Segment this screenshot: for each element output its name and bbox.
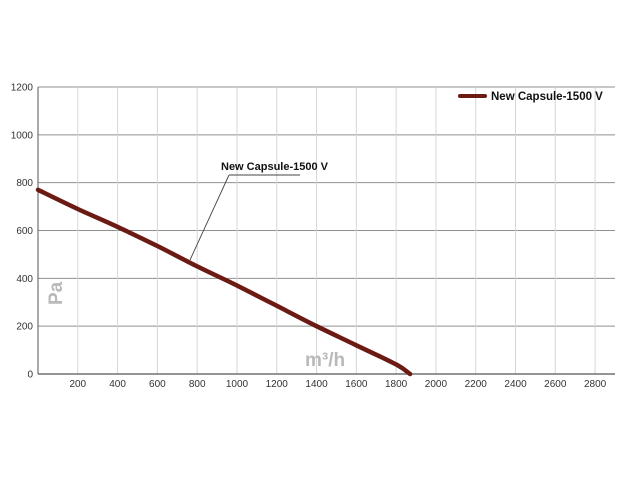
x-tick-label: 2400	[504, 379, 527, 390]
y-tick-label: 0	[27, 370, 33, 381]
y-tick-label: 1000	[11, 130, 34, 141]
x-tick-label: 1400	[305, 379, 328, 390]
x-axis-label: m³/h	[305, 350, 345, 371]
x-tick-label: 400	[109, 379, 126, 390]
x-tick-label: 600	[149, 379, 166, 390]
y-tick-label: 200	[16, 322, 33, 333]
x-tick-label: 2800	[584, 379, 607, 390]
x-tick-label: 1200	[266, 379, 289, 390]
x-tick-label: 2000	[425, 379, 448, 390]
x-tick-label: 1800	[385, 379, 408, 390]
series-line	[35, 187, 413, 377]
y-axis-label: Pa	[46, 281, 67, 305]
series-layer	[35, 187, 413, 377]
legend-label: New Capsule-1500 V	[491, 91, 603, 103]
x-tick-label: 200	[69, 379, 86, 390]
x-tick-label: 2600	[544, 379, 567, 390]
y-tick-label: 600	[16, 226, 33, 237]
grid	[38, 86, 615, 374]
x-tick-label: 1000	[226, 379, 249, 390]
annotation: New Capsule-1500 V	[189, 161, 329, 261]
y-tick-label: 1200	[11, 83, 34, 94]
y-tick-label: 400	[16, 274, 33, 285]
axes: 0 200 400 600 800 1000 1200 200 400 600 800 1000 120…	[11, 83, 615, 390]
annotation-leader-line	[189, 174, 230, 261]
legend: New Capsule-1500 V	[458, 91, 603, 103]
annotation-label: New Capsule-1500 V	[221, 161, 329, 173]
y-tick-label: 800	[16, 178, 33, 189]
x-tick-label: 800	[189, 379, 206, 390]
x-tick-label: 1600	[345, 379, 368, 390]
x-tick-label: 2200	[465, 379, 488, 390]
